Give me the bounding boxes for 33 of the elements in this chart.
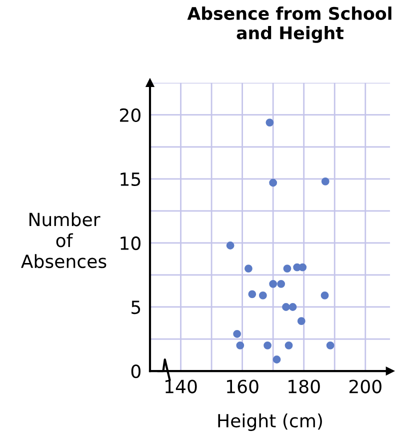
y-axis-title: Number of Absences [21,212,106,268]
point [269,280,278,288]
point [298,263,307,272]
x-tick-label: 140 [166,380,197,394]
point [277,280,286,288]
point [321,178,330,186]
point [326,341,334,350]
y-tick-label: 15 [120,172,140,186]
point [320,292,329,300]
point [264,341,272,350]
y-tick-label: 20 [120,108,140,122]
point [272,356,281,364]
y-tick-label: 10 [120,236,140,250]
point [288,303,297,311]
x-axis-title: Height (cm) [218,414,322,431]
point [266,118,274,126]
point [258,292,267,300]
chart-title: Absence from School and Height [187,6,392,43]
x-tick-label: 200 [349,380,382,394]
point [297,317,306,326]
point [233,330,242,338]
y-tick-label: 0 [131,364,140,378]
y-tick-label: 5 [132,300,140,314]
point [282,303,290,311]
point [283,264,292,273]
point [284,341,293,350]
point [226,242,234,250]
point [248,290,256,298]
point [236,341,244,350]
point [244,264,252,273]
x-tick-label: 180 [288,380,320,394]
x-tick-label: 160 [227,380,258,394]
point [269,178,278,187]
